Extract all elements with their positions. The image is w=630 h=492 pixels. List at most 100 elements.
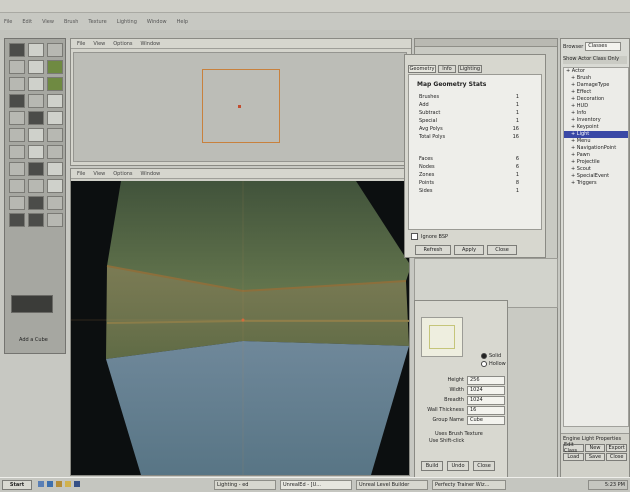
expand-icon[interactable]: + — [571, 159, 577, 165]
tree-item[interactable]: + Triggers — [564, 180, 628, 187]
menu-lighting[interactable]: Lighting — [116, 19, 137, 25]
expand-icon[interactable]: + — [571, 89, 577, 95]
sphere-tool-icon[interactable] — [28, 60, 44, 74]
expand-icon[interactable]: + — [571, 82, 577, 88]
polygon-tool-icon[interactable] — [28, 196, 44, 210]
expand-icon[interactable]: + — [566, 68, 572, 74]
tree-item[interactable]: + Pawn — [564, 152, 628, 159]
menu-window[interactable]: Window — [146, 19, 167, 25]
curve-tool-icon[interactable] — [9, 94, 25, 108]
undo-button[interactable]: Undo — [447, 461, 469, 471]
ignore-bsp-checkbox[interactable]: Ignore BSP — [411, 233, 448, 240]
tree-item[interactable]: + DamageType — [564, 82, 628, 89]
invert-selection-icon[interactable] — [47, 162, 63, 176]
stair-tool-icon[interactable] — [28, 77, 44, 91]
special-tool-icon[interactable] — [47, 128, 63, 142]
cylinder-tool-icon[interactable] — [47, 60, 63, 74]
cube-tool-icon[interactable] — [9, 60, 25, 74]
texture-pan-tool-icon[interactable] — [9, 145, 25, 159]
expand-icon[interactable]: + — [571, 145, 577, 151]
browser-close-button[interactable]: Close — [606, 453, 627, 461]
solid-radio[interactable]: Solid — [481, 353, 501, 359]
top-viewport-menu-window[interactable]: Window — [140, 40, 161, 47]
browser-icon[interactable] — [47, 481, 53, 487]
expand-icon[interactable]: + — [571, 110, 577, 116]
texture-scale-tool-icon[interactable] — [47, 145, 63, 159]
radio-icon[interactable] — [481, 361, 487, 367]
height-field[interactable]: 256 — [467, 375, 505, 385]
tree-item[interactable]: + Scout — [564, 166, 628, 173]
tree-item[interactable]: + Inventory — [564, 117, 628, 124]
expand-icon[interactable]: + — [571, 166, 577, 172]
tab-lighting[interactable]: Lighting — [458, 65, 482, 73]
breadth-field[interactable]: 1024 — [467, 395, 505, 405]
brush-outline[interactable] — [202, 69, 280, 143]
refresh-button[interactable]: Refresh — [415, 245, 451, 255]
radio-icon[interactable] — [481, 353, 487, 359]
view3d-menu-options[interactable]: Options — [113, 170, 133, 177]
cube-close-button[interactable]: Close — [473, 461, 495, 471]
start-button[interactable]: Start — [2, 480, 32, 490]
task-level-builder[interactable]: Unreal Level Builder — [356, 480, 428, 490]
tab-geometry[interactable]: Geometry — [408, 65, 436, 73]
tree-item[interactable]: + Menu — [564, 138, 628, 145]
menu-help[interactable]: Help — [176, 19, 189, 25]
top-viewport-menu-view[interactable]: View — [93, 40, 106, 47]
view3d-menu-file[interactable]: File — [77, 170, 86, 177]
spiral-tool-icon[interactable] — [47, 77, 63, 91]
texture-rotate-tool-icon[interactable] — [28, 145, 44, 159]
build-button[interactable]: Build — [421, 461, 443, 471]
apply-button[interactable]: Apply — [454, 245, 484, 255]
actor-tool-icon[interactable] — [47, 213, 63, 227]
tree-item[interactable]: + Actor — [564, 68, 628, 75]
top-viewport-menu-file[interactable]: File — [77, 40, 86, 47]
matinee-icon[interactable] — [28, 213, 44, 227]
group-name-field[interactable]: Cube — [467, 415, 505, 425]
top-viewport-canvas[interactable] — [73, 52, 407, 162]
expand-icon[interactable]: + — [571, 75, 577, 81]
load-button[interactable]: Load — [563, 453, 584, 461]
mover-tool-icon[interactable] — [28, 128, 44, 142]
terrain-edit-icon[interactable] — [9, 213, 25, 227]
menu-edit[interactable]: Edit — [22, 19, 33, 25]
tab-info[interactable]: Info — [438, 65, 456, 73]
intersect-tool-icon[interactable] — [47, 111, 63, 125]
desktop-icon[interactable] — [38, 481, 44, 487]
select-tool-icon[interactable] — [28, 43, 44, 57]
expand-icon[interactable]: + — [571, 152, 577, 158]
subtract-tool-icon[interactable] — [28, 111, 44, 125]
terrain-tool-icon[interactable] — [28, 94, 44, 108]
export-button[interactable]: Export — [606, 444, 627, 452]
media-icon[interactable] — [74, 481, 80, 487]
task-unrealed[interactable]: UnrealEd - [U... — [280, 480, 352, 490]
expand-icon[interactable]: + — [571, 124, 577, 130]
close-button[interactable]: Close — [487, 245, 517, 255]
folder-icon[interactable] — [65, 481, 71, 487]
hide-selected-icon[interactable] — [9, 162, 25, 176]
browser-type-dropdown[interactable]: Classes — [585, 42, 622, 51]
expand-icon[interactable]: + — [571, 117, 577, 123]
clip-tool-icon[interactable] — [9, 179, 25, 193]
task-trainer[interactable]: Perfecty Trainer Wiz... — [432, 480, 506, 490]
vertex-tool-icon[interactable] — [47, 196, 63, 210]
tree-item[interactable]: + SpecialEvent — [564, 173, 628, 180]
menu-file[interactable]: File — [4, 19, 13, 25]
top-viewport-menu-options[interactable]: Options — [113, 40, 133, 47]
flip-tool-icon[interactable] — [47, 179, 63, 193]
view3d-canvas[interactable] — [71, 181, 409, 475]
camera-tool-icon[interactable] — [9, 43, 25, 57]
expand-icon[interactable]: + — [571, 180, 577, 186]
menu-texture[interactable]: Texture — [88, 19, 107, 25]
new-button[interactable]: New — [584, 444, 606, 452]
mail-icon[interactable] — [56, 481, 62, 487]
task-lighting[interactable]: Lighting - ed — [214, 480, 276, 490]
tree-item[interactable]: + Projectile — [564, 159, 628, 166]
expand-icon[interactable]: + — [571, 103, 577, 109]
hollow-radio[interactable]: Hollow — [481, 361, 506, 367]
tree-item[interactable]: + Light — [564, 131, 628, 138]
cone-tool-icon[interactable] — [9, 77, 25, 91]
split-tool-icon[interactable] — [28, 179, 44, 193]
menu-brush[interactable]: Brush — [63, 19, 79, 25]
expand-icon[interactable]: + — [571, 173, 577, 179]
expand-icon[interactable]: + — [571, 138, 577, 144]
